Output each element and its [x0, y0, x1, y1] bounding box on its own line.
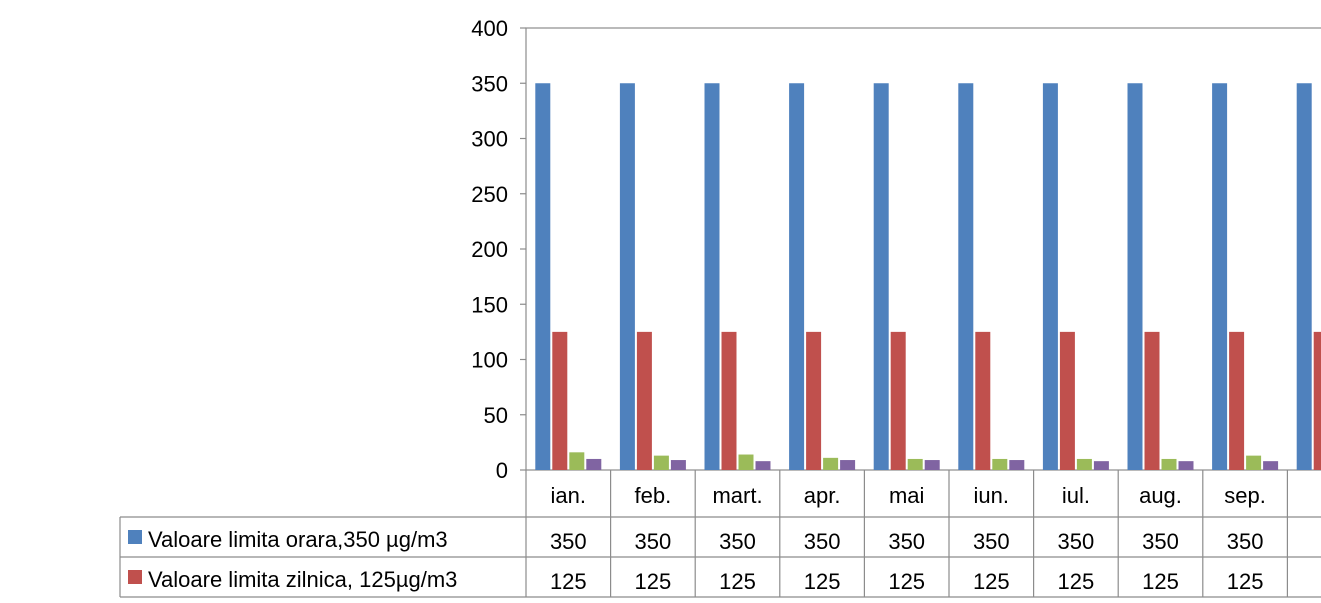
table-cell: 125: [888, 569, 925, 594]
bar-2-10: [1313, 331, 1321, 470]
bar-1-7: [1042, 83, 1058, 470]
table-cell: 125: [1227, 569, 1264, 594]
bar-3-8: [1161, 458, 1177, 470]
bar-4-6: [1009, 460, 1025, 470]
table-cell: 350: [1227, 529, 1264, 554]
bar-1-2: [619, 83, 635, 470]
legend-label: Valoare limita zilnica, 125µg/m3: [148, 567, 457, 592]
y-tick-label: 350: [471, 71, 508, 96]
table-cell: 125: [719, 569, 756, 594]
legend-label: Valoare limita orara,350 µg/m3: [148, 527, 448, 552]
table-cell: 350: [635, 529, 672, 554]
bar-3-6: [992, 458, 1008, 470]
y-tick-label: 150: [471, 292, 508, 317]
bar-1-4: [789, 83, 805, 470]
table-cell: 350: [1058, 529, 1095, 554]
x-tick-label: iul.: [1062, 483, 1090, 508]
table-cell: 125: [1142, 569, 1179, 594]
x-tick-label: aug.: [1139, 483, 1182, 508]
bar-4-3: [755, 461, 771, 470]
bar-2-5: [890, 331, 906, 470]
bar-2-4: [806, 331, 822, 470]
table-cell: 350: [1142, 529, 1179, 554]
table-cell: 350: [719, 529, 756, 554]
table-cell: 125: [1058, 569, 1095, 594]
y-tick-label: 0: [496, 458, 508, 483]
bar-4-1: [586, 458, 602, 470]
table-cell: 125: [804, 569, 841, 594]
bar-2-3: [721, 331, 737, 470]
bar-3-2: [653, 455, 669, 470]
bar-3-3: [738, 454, 754, 470]
bar-1-3: [704, 83, 720, 470]
y-tick-label: 300: [471, 127, 508, 152]
table-cell: 350: [888, 529, 925, 554]
bar-4-7: [1093, 461, 1109, 470]
bar-3-7: [1076, 458, 1092, 470]
x-tick-label: iun.: [974, 483, 1009, 508]
bar-3-1: [569, 452, 585, 470]
table-cell: 125: [550, 569, 587, 594]
bar-1-5: [873, 83, 889, 470]
y-tick-label: 400: [471, 16, 508, 41]
bar-3-4: [823, 457, 839, 470]
table-cell: 350: [550, 529, 587, 554]
table-cell: 125: [635, 569, 672, 594]
bar-2-9: [1229, 331, 1245, 470]
bars: [535, 83, 1321, 470]
y-tick-label: 100: [471, 348, 508, 373]
bar-1-9: [1212, 83, 1228, 470]
bar-4-2: [670, 460, 686, 470]
bar-4-9: [1263, 461, 1279, 470]
x-tick-label: feb.: [635, 483, 672, 508]
bar-2-6: [975, 331, 991, 470]
bar-1-10: [1296, 83, 1312, 470]
y-tick-label: 250: [471, 182, 508, 207]
x-tick-label: mart.: [712, 483, 762, 508]
y-tick-label: 200: [471, 237, 508, 262]
bar-4-5: [924, 460, 940, 470]
y-axis: 0 50 100 150 200 250 300 350 400: [471, 16, 526, 483]
legend-swatch: [128, 570, 142, 584]
bar-4-8: [1178, 461, 1194, 470]
table-cell: 350: [973, 529, 1010, 554]
x-tick-label: sep.: [1224, 483, 1266, 508]
bar-3-5: [907, 458, 923, 470]
x-tick-label: apr.: [804, 483, 841, 508]
bar-3-9: [1246, 455, 1262, 470]
data-table: ian.feb.mart.apr.maiiun.iul.aug.sep.oVal…: [119, 470, 1321, 598]
table-cell: 350: [804, 529, 841, 554]
bar-2-8: [1144, 331, 1160, 470]
bar-1-1: [535, 83, 551, 470]
bar-4-4: [840, 460, 856, 470]
x-tick-label: mai: [889, 483, 924, 508]
table-cell: 125: [973, 569, 1010, 594]
bar-1-6: [958, 83, 974, 470]
legend-swatch: [128, 530, 142, 544]
bar-2-7: [1059, 331, 1075, 470]
bar-1-8: [1127, 83, 1143, 470]
bar-2-1: [552, 331, 568, 470]
x-tick-label: ian.: [551, 483, 586, 508]
bar-2-2: [636, 331, 652, 470]
y-tick-label: 50: [484, 403, 508, 428]
